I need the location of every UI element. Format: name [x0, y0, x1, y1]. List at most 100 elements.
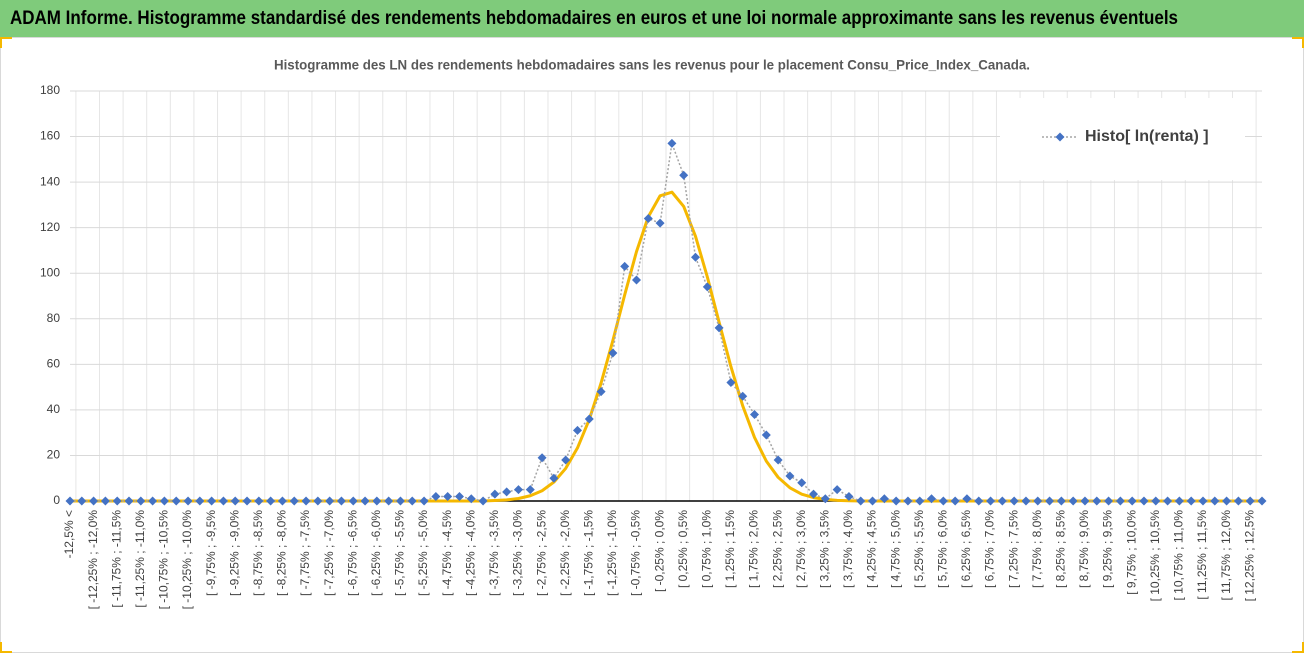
x-tick-label: [ -6,75% ; -6,5%	[345, 510, 359, 596]
marker	[572, 425, 582, 435]
marker	[1257, 496, 1267, 506]
marker	[974, 496, 984, 506]
x-tick-label: [ -3,25% ; -3,0%	[511, 510, 525, 596]
marker	[1021, 496, 1031, 506]
x-tick-label: [ 2,25% ; 2,5%	[770, 510, 784, 588]
x-tick-label: [ -7,75% ; -7,5%	[298, 510, 312, 596]
x-tick-label: [ -8,75% ; -8,5%	[251, 510, 265, 596]
chart-title: Histogramme des LN des rendements hebdom…	[274, 57, 1030, 73]
marker	[891, 496, 901, 506]
marker	[419, 496, 429, 506]
marker	[77, 496, 87, 506]
marker	[1045, 496, 1055, 506]
marker	[620, 261, 630, 271]
x-tick-label: [ 12,25% ; 12,5%	[1242, 510, 1256, 602]
marker	[797, 478, 807, 488]
marker	[856, 496, 866, 506]
x-tick-label: [ -9,75% ; -9,5%	[204, 510, 218, 596]
marker	[136, 496, 146, 506]
marker	[124, 496, 134, 506]
marker	[348, 496, 358, 506]
marker	[761, 430, 771, 440]
x-tick-label: [ 5,25% ; 5,5%	[912, 510, 926, 588]
y-tick-label: 80	[47, 311, 61, 325]
x-tick-label: [ -1,25% ; -1,0%	[605, 510, 619, 596]
x-tick-label: [ 5,75% ; 6,0%	[936, 510, 950, 588]
x-tick-label: [ 1,25% ; 1,5%	[723, 510, 737, 588]
x-tick-label: [ -11,25% ; -11,0%	[133, 510, 147, 608]
marker	[89, 496, 99, 506]
y-tick-label: 60	[47, 357, 61, 371]
marker	[773, 455, 783, 465]
x-tick-label: [ -0,75% ; -0,5%	[629, 510, 643, 596]
x-tick-label: [ 8,75% ; 9,0%	[1077, 510, 1091, 588]
marker	[336, 496, 346, 506]
y-tick-label: 40	[47, 402, 61, 416]
marker	[277, 496, 287, 506]
x-tick-label: [ 0,75% ; 1,0%	[699, 510, 713, 588]
marker	[266, 496, 276, 506]
marker	[679, 170, 689, 180]
marker	[218, 496, 228, 506]
marker	[584, 414, 594, 424]
x-tick-label: [ 10,75% ; 11,0%	[1172, 510, 1186, 601]
marker	[1174, 496, 1184, 506]
marker	[714, 323, 724, 333]
marker	[1115, 496, 1125, 506]
marker	[1033, 496, 1043, 506]
marker	[726, 378, 736, 388]
x-tick-label: [ 4,25% ; 4,5%	[865, 510, 879, 588]
marker	[750, 409, 760, 419]
marker	[195, 496, 205, 506]
x-tick-label: [ 11,25% ; 11,5%	[1195, 510, 1209, 600]
marker	[643, 214, 653, 224]
x-tick-label: [ 6,75% ; 7,0%	[983, 510, 997, 588]
x-tick-label: [ -2,25% ; -2,0%	[558, 510, 572, 596]
marker	[183, 496, 193, 506]
marker	[325, 496, 335, 506]
x-tick-label: [ 4,75% ; 5,0%	[888, 510, 902, 588]
marker	[1222, 496, 1232, 506]
x-tick-label: [ -2,75% ; -2,5%	[534, 510, 548, 596]
marker	[927, 494, 937, 504]
marker	[809, 489, 819, 499]
marker	[1151, 496, 1161, 506]
marker	[1009, 496, 1019, 506]
x-tick-label: [ -12,25% ; -12,0%	[86, 510, 100, 610]
x-tick-label: [ -3,75% ; -3,5%	[487, 510, 501, 596]
marker	[1210, 496, 1220, 506]
y-tick-label: 180	[40, 83, 60, 97]
marker	[384, 496, 394, 506]
marker	[1127, 496, 1137, 506]
x-tick-label: [ -1,75% ; -1,5%	[581, 510, 595, 596]
marker	[702, 282, 712, 292]
marker	[667, 138, 677, 148]
marker	[230, 496, 240, 506]
y-tick-label: 20	[47, 448, 61, 462]
x-tick-label: [ -5,75% ; -5,5%	[393, 510, 407, 596]
marker	[631, 275, 641, 285]
y-tick-label: 100	[40, 265, 60, 279]
x-tick-label: [ -6,25% ; -6,0%	[369, 510, 383, 596]
marker	[171, 496, 181, 506]
x-tick-label: [ -5,25% ; -5,0%	[416, 510, 430, 596]
marker	[879, 494, 889, 504]
marker	[997, 496, 1007, 506]
marker	[537, 453, 547, 463]
x-tick-label: [ 8,25% ; 8,5%	[1054, 510, 1068, 588]
marker	[65, 496, 75, 506]
marker	[372, 496, 382, 506]
frame-corners	[0, 37, 1304, 653]
x-tick-label: [ 1,75% ; 2,0%	[747, 510, 761, 588]
marker	[915, 496, 925, 506]
marker	[289, 496, 299, 506]
legend-box	[1000, 98, 1245, 180]
marker	[1186, 496, 1196, 506]
x-tick-label: [ -0,25% ; 0,0%	[652, 510, 666, 592]
marker	[785, 471, 795, 481]
x-tick-label: [ -4,25% ; -4,0%	[463, 510, 477, 596]
x-tick-label: [ 11,75% ; 12,0%	[1219, 510, 1233, 601]
marker	[738, 391, 748, 401]
marker	[525, 485, 535, 495]
